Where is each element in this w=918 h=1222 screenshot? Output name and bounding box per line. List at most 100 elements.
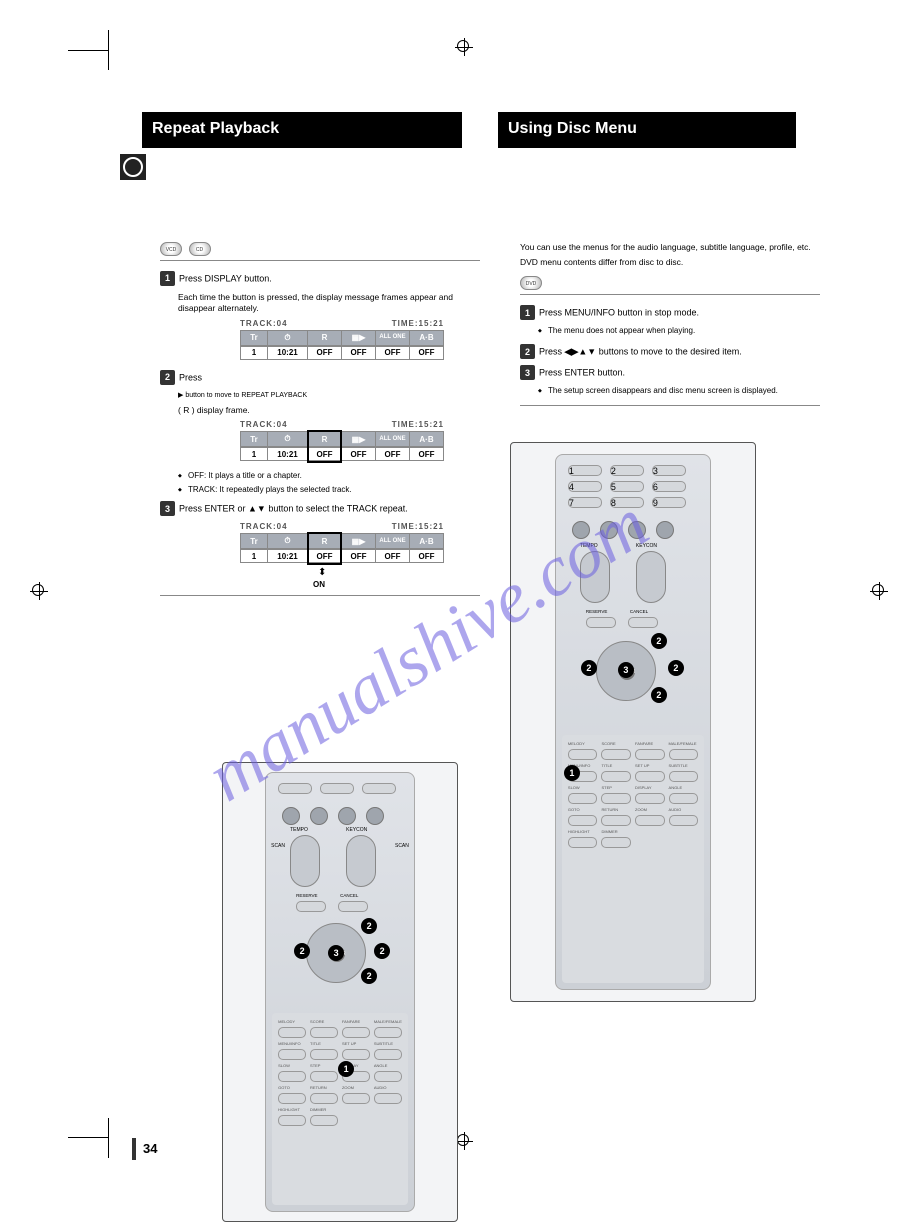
crop-mark	[68, 1137, 108, 1138]
osd-cell: ▦▶	[342, 431, 376, 447]
osd-cell: ⏱	[268, 330, 308, 346]
heading-text: Repeat Playback	[142, 112, 289, 146]
step-3: 3 Press ENTER or ▲▼ button to select the …	[160, 501, 480, 516]
osd-cell: ⏱	[268, 533, 308, 549]
osd-cell: ▦▶	[342, 330, 376, 346]
step-text: Press DISPLAY button.	[179, 273, 272, 283]
osd-cell: 10:21	[268, 346, 308, 360]
crop-mark	[108, 30, 109, 70]
osd-cell: ALL ONE	[376, 533, 410, 549]
crop-mark	[108, 1118, 109, 1158]
highlight-box	[307, 430, 342, 463]
step-3: 3Press ENTER button.	[520, 365, 820, 380]
bullet: The menu does not appear when playing.	[538, 326, 820, 336]
osd-cell: 10:21	[268, 549, 308, 563]
osd-cell: ⏱	[268, 431, 308, 447]
step-number: 2	[520, 344, 535, 359]
page: Repeat Playback Using Disc Menu VCD CD 1…	[100, 100, 840, 1120]
side-tab-icon	[120, 154, 146, 180]
on-label: ON	[313, 580, 325, 589]
osd-cell: OFF	[342, 447, 376, 461]
osd-display-1: TRACK:04TIME:15:21 Tr ⏱ R ▦▶ ALL ONE A·B…	[240, 319, 480, 360]
osd-header-row: Tr ⏱ R ▦▶ ALL ONE A·B	[240, 431, 480, 447]
heading-text: Using Disc Menu	[498, 112, 647, 146]
osd-cell: OFF	[376, 447, 410, 461]
osd-cell: ▦▶	[342, 533, 376, 549]
osd-cell: ALL ONE	[376, 330, 410, 346]
osd-track: TRACK:04	[240, 522, 288, 531]
callout-2: 2	[374, 943, 390, 959]
divider	[520, 405, 820, 406]
step-number: 2	[160, 370, 175, 385]
disc-badges: VCD CD	[160, 242, 480, 256]
osd-cell: Tr	[240, 330, 268, 346]
osd-cell: OFF	[410, 447, 444, 461]
osd-cell: OFF	[376, 549, 410, 563]
section-heading-left: Repeat Playback	[142, 112, 462, 148]
osd-time: TIME:15:21	[392, 319, 444, 328]
step-2: 2 Press	[160, 370, 480, 385]
osd-value-row: 1 10:21 OFF OFF OFF OFF	[240, 346, 480, 360]
register-mark	[870, 582, 888, 600]
osd-cell: ALL ONE	[376, 431, 410, 447]
step-text: Press ◀▶▲▼ buttons to move to the desire…	[539, 347, 742, 357]
osd-value-row: 1 10:21 OFF OFF OFF OFF	[240, 447, 480, 461]
step-number: 3	[520, 365, 535, 380]
osd-cell: OFF	[410, 549, 444, 563]
page-indicator-bar	[132, 1138, 136, 1160]
register-mark	[30, 582, 48, 600]
osd-value-row: 1 10:21 OFF OFF OFF OFF	[240, 549, 480, 563]
left-column: VCD CD 1 Press DISPLAY button. Each time …	[160, 242, 480, 606]
remote-body: TEMPO KEYCON SCAN SCAN RESERVE CANCEL EN…	[265, 772, 415, 1212]
step-2-tail: ( R ) display frame.	[178, 405, 480, 416]
arrow-note: ▶ button to move to REPEAT PLAYBACK	[178, 391, 472, 399]
crop-mark	[68, 50, 108, 51]
step-text: Press	[179, 372, 202, 382]
osd-display-2: TRACK:04 TIME:15:21 Tr ⏱ R ▦▶ ALL ONE A·B…	[240, 420, 480, 461]
step-text: Press ENTER or ▲▼ button to select the T…	[179, 504, 408, 514]
callout-1: 1	[564, 765, 580, 781]
osd-time: TIME:15:21	[392, 522, 444, 531]
osd-cell: 1	[240, 549, 268, 563]
step-1: 1 Press MENU/INFO button in stop mode.	[520, 305, 820, 320]
osd-header-row: Tr ⏱ R ▦▶ ALL ONE A·B	[240, 533, 480, 549]
page-number: 34	[143, 1141, 157, 1156]
cd-badge: CD	[189, 242, 211, 256]
step-2: 2 Press ◀▶▲▼ buttons to move to the desir…	[520, 344, 820, 359]
callout-2: 2	[361, 918, 377, 934]
osd-time: TIME:15:21	[392, 420, 444, 429]
highlight-box	[307, 532, 342, 565]
bullet-off: OFF: It plays a title or a chapter.	[178, 471, 480, 481]
vcd-badge: VCD	[160, 242, 182, 256]
osd-cell: OFF	[342, 549, 376, 563]
osd-header-row: Tr ⏱ R ▦▶ ALL ONE A·B	[240, 330, 480, 346]
osd-display-3: TRACK:04 TIME:15:21 Tr ⏱ R ▦▶ ALL ONE A·B…	[240, 522, 480, 563]
osd-cell: R	[308, 330, 342, 346]
step-text: Press MENU/INFO button in stop mode.	[539, 308, 699, 318]
register-mark	[455, 38, 473, 56]
callout-2: 2	[581, 660, 597, 676]
remote-body: 123 456 789 TEMPO KEYCON RESERVE CANCEL	[555, 454, 711, 990]
osd-cell: 10:21	[268, 447, 308, 461]
divider	[520, 294, 820, 295]
divider	[160, 260, 480, 261]
osd-cell: A·B	[410, 533, 444, 549]
step-number: 1	[520, 305, 535, 320]
osd-cell: 1	[240, 346, 268, 360]
remote-illustration-left: TEMPO KEYCON SCAN SCAN RESERVE CANCEL EN…	[222, 762, 458, 1222]
down-arrow-icon: ⬍	[318, 567, 326, 578]
dvd-badge: DVD	[520, 276, 542, 290]
remote-illustration-right: 123 456 789 TEMPO KEYCON RESERVE CANCEL	[510, 442, 756, 1002]
osd-cell: OFF	[410, 346, 444, 360]
section-heading-right: Using Disc Menu	[498, 112, 796, 148]
osd-track: TRACK:04	[240, 420, 288, 429]
osd-cell: OFF	[308, 346, 342, 360]
osd-cell: A·B	[410, 431, 444, 447]
callout-2: 2	[668, 660, 684, 676]
callout-2: 2	[651, 633, 667, 649]
osd-cell: 1	[240, 447, 268, 461]
step-1-note: Each time the button is pressed, the dis…	[178, 292, 480, 315]
step-number: 3	[160, 501, 175, 516]
osd-cell: OFF	[342, 346, 376, 360]
intro-text-2: DVD menu contents differ from disc to di…	[520, 257, 820, 268]
